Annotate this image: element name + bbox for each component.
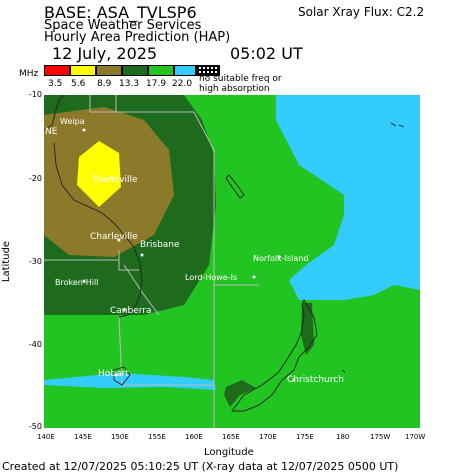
label-christchurch: Christchurch — [287, 375, 344, 385]
x-tick-140e: 140E — [37, 433, 55, 441]
legend-swatch-5 — [148, 65, 174, 76]
x-tick-170w: 170W — [405, 433, 426, 441]
xray-flux: Solar Xray Flux: C2.2 — [298, 5, 425, 19]
cyan-region-south — [44, 373, 216, 390]
y-tick-m10: -10 — [28, 90, 42, 99]
base-title: BASE: ASA_TVLSP6 — [44, 3, 197, 22]
yellow-region — [77, 141, 121, 207]
x-tick-175e: 175E — [296, 433, 314, 441]
legend-unit: MHz — [19, 69, 39, 79]
legend-value-5: 17.9 — [146, 79, 167, 89]
label-norfolk: Norfolk-Island — [253, 254, 309, 263]
legend-value-6: 22.0 — [172, 79, 193, 89]
grid-pattern-icon — [199, 67, 217, 73]
x-tick-160e: 160E — [185, 433, 203, 441]
label-ne: NE — [45, 127, 58, 137]
x-axis-label: Longitude — [204, 447, 254, 458]
x-tick-165e: 165E — [222, 433, 240, 441]
legend-swatch-2 — [70, 65, 96, 76]
x-tick-150e: 150E — [111, 433, 129, 441]
legend-note-line1: no suitable freq or — [199, 74, 282, 84]
y-tick-m30: -30 — [28, 257, 42, 266]
prediction-date: 12 July, 2025 — [52, 44, 158, 63]
legend-swatch-6 — [174, 65, 196, 76]
cyan-region-east — [276, 95, 420, 300]
label-lord-howe: Lord-Howe-Is — [185, 273, 238, 282]
x-tick-155e: 155E — [148, 433, 166, 441]
legend-note-line2: high absorption — [199, 84, 270, 94]
label-brisbane: Brisbane — [140, 240, 180, 250]
label-townsville: Townsville — [92, 175, 138, 185]
y-tick-m50: -50 — [28, 422, 42, 431]
legend-value-1: 3.5 — [48, 79, 63, 89]
x-tick-180: 180 — [336, 433, 350, 441]
legend-swatch-1 — [44, 65, 70, 76]
y-axis-label: Latitude — [1, 240, 13, 283]
label-weipa: Weipa — [60, 117, 85, 126]
legend-swatch-4 — [122, 65, 148, 76]
created-timestamp: Created at 12/07/2025 05:10:25 UT (X-ray… — [2, 460, 399, 473]
legend-value-2: 5.6 — [71, 79, 86, 89]
prediction-time: 05:02 UT — [230, 44, 303, 63]
legend-value-3: 8.9 — [97, 79, 112, 89]
x-tick-170e: 170E — [259, 433, 277, 441]
hap-map — [44, 95, 420, 428]
x-tick-175w: 175W — [370, 433, 391, 441]
x-tick-145e: 145E — [74, 433, 92, 441]
product-name: Hourly Area Prediction (HAP) — [44, 30, 231, 45]
label-broken-hill: Broken-Hill — [55, 278, 99, 287]
label-charleville: Charleville — [90, 232, 138, 242]
label-canberra: Canberra — [110, 306, 152, 316]
legend-swatch-none — [196, 65, 220, 76]
legend-value-4: 13.3 — [119, 79, 140, 89]
org-name: Space Weather Services — [44, 18, 202, 33]
y-tick-m20: -20 — [28, 174, 42, 183]
legend-swatch-3 — [96, 65, 122, 76]
dark-patch-nz-south — [224, 380, 256, 407]
y-tick-m40: -40 — [28, 340, 42, 349]
label-hobart: Hobart — [98, 369, 129, 379]
